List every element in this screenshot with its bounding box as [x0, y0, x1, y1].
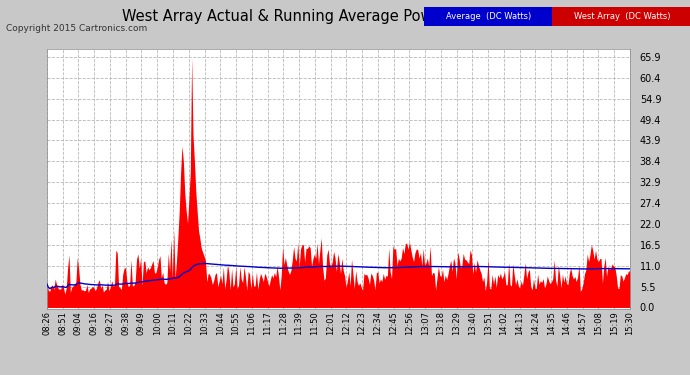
Text: West Array  (DC Watts): West Array (DC Watts) [575, 12, 671, 21]
Text: Average  (DC Watts): Average (DC Watts) [446, 12, 531, 21]
Text: Copyright 2015 Cartronics.com: Copyright 2015 Cartronics.com [6, 24, 147, 33]
Text: West Array Actual & Running Average Power Thu Jan 8 15:37: West Array Actual & Running Average Powe… [122, 9, 568, 24]
